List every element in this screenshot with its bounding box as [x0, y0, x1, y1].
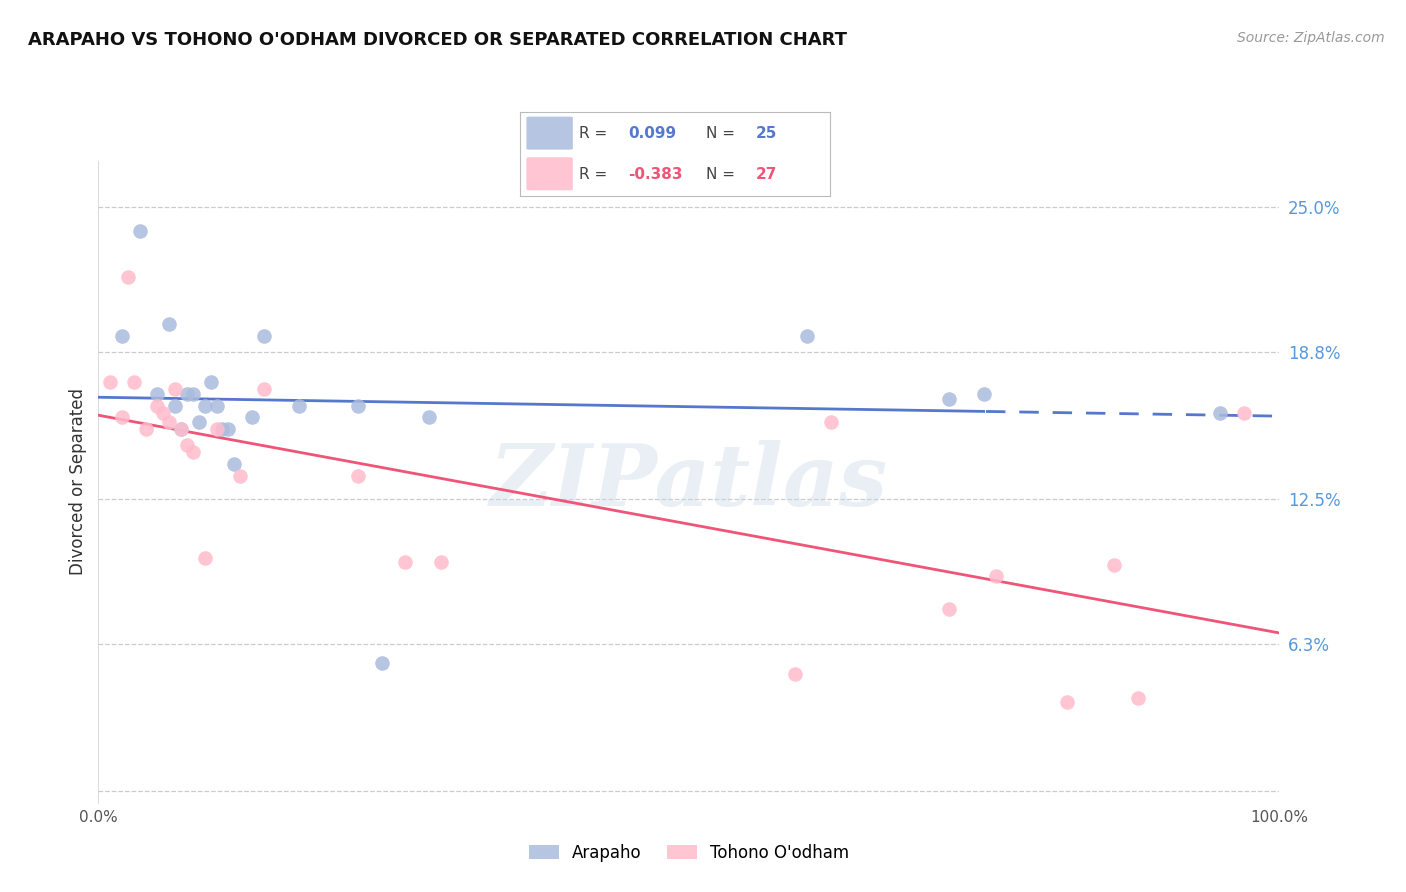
Point [122, 376, 145, 390]
Point [176, 387, 198, 401]
Point [224, 457, 246, 471]
Point [194, 550, 217, 565]
Point [205, 399, 228, 413]
Point [1233, 406, 1256, 420]
Text: 27: 27 [755, 167, 776, 182]
Text: Source: ZipAtlas.com: Source: ZipAtlas.com [1237, 31, 1385, 45]
Point [371, 656, 394, 670]
Text: N =: N = [706, 126, 740, 141]
Point [796, 328, 818, 343]
Point [973, 387, 995, 401]
Point [253, 328, 276, 343]
Text: R =: R = [579, 167, 612, 182]
Point [146, 387, 169, 401]
Point [111, 410, 134, 425]
Point [98, 376, 121, 390]
Point [152, 406, 174, 420]
Point [181, 445, 204, 459]
Text: ZIPatlas: ZIPatlas [489, 440, 889, 524]
Legend: Arapaho, Tohono O'odham: Arapaho, Tohono O'odham [522, 837, 856, 868]
Text: 25: 25 [755, 126, 776, 141]
Point [146, 399, 169, 413]
Text: 0.099: 0.099 [628, 126, 676, 141]
Point [170, 422, 193, 436]
Text: ARAPAHO VS TOHONO O'ODHAM DIVORCED OR SEPARATED CORRELATION CHART: ARAPAHO VS TOHONO O'ODHAM DIVORCED OR SE… [28, 31, 848, 49]
Point [1056, 695, 1078, 709]
Point [157, 415, 180, 429]
Point [200, 376, 222, 390]
Point [820, 415, 842, 429]
FancyBboxPatch shape [526, 157, 572, 190]
Point [394, 555, 416, 569]
Point [288, 399, 311, 413]
Point [117, 270, 139, 285]
Point [165, 383, 187, 397]
Point [1209, 406, 1232, 420]
Text: N =: N = [706, 167, 740, 182]
Point [1126, 690, 1149, 705]
Point [187, 415, 209, 429]
Point [165, 399, 187, 413]
Point [194, 399, 217, 413]
Point [176, 438, 198, 452]
Point [128, 224, 150, 238]
FancyBboxPatch shape [526, 117, 572, 150]
Point [347, 399, 370, 413]
Point [938, 392, 960, 406]
Y-axis label: Divorced or Separated: Divorced or Separated [69, 388, 87, 575]
Point [217, 422, 239, 436]
Point [111, 328, 134, 343]
Point [157, 317, 180, 331]
Point [240, 410, 263, 425]
Point [170, 422, 193, 436]
Point [135, 422, 157, 436]
Point [347, 468, 370, 483]
Point [418, 410, 440, 425]
Point [205, 422, 228, 436]
Point [1102, 558, 1125, 572]
Point [181, 387, 204, 401]
Text: R =: R = [579, 126, 612, 141]
Point [984, 569, 1007, 583]
Point [253, 383, 276, 397]
Text: -0.383: -0.383 [628, 167, 683, 182]
Point [229, 468, 252, 483]
Point [430, 555, 453, 569]
Point [938, 602, 960, 616]
Point [211, 422, 233, 436]
Point [785, 667, 807, 681]
